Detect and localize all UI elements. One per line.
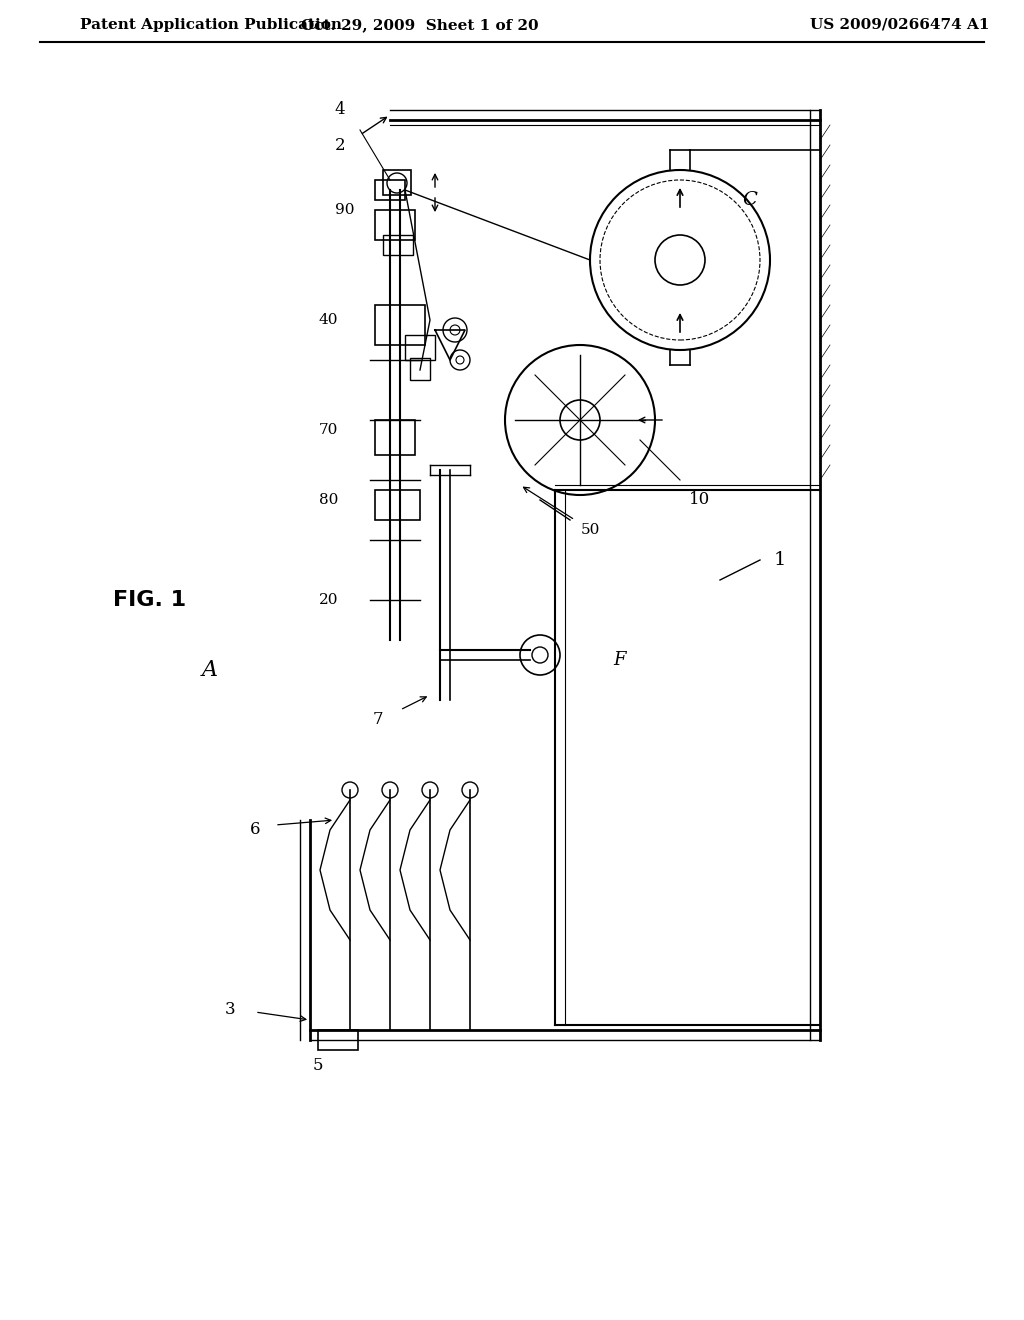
Text: 10: 10	[689, 491, 711, 508]
Text: Oct. 29, 2009  Sheet 1 of 20: Oct. 29, 2009 Sheet 1 of 20	[301, 18, 539, 32]
Text: 5: 5	[312, 1056, 324, 1073]
Bar	[375, 420, 415, 455]
Text: 7: 7	[373, 711, 383, 729]
Text: Patent Application Publication: Patent Application Publication	[80, 18, 342, 32]
Text: 70: 70	[318, 422, 338, 437]
Text: US 2009/0266474 A1: US 2009/0266474 A1	[810, 18, 990, 32]
Text: 40: 40	[318, 313, 338, 327]
Text: C: C	[742, 191, 758, 209]
Text: 6: 6	[250, 821, 260, 838]
Bar	[383, 170, 411, 195]
Text: 20: 20	[318, 593, 338, 607]
Bar	[318, 1030, 358, 1049]
Text: 1: 1	[774, 550, 786, 569]
Bar	[406, 335, 435, 360]
Bar	[375, 210, 415, 240]
Text: FIG. 1: FIG. 1	[114, 590, 186, 610]
Text: 2: 2	[335, 136, 345, 153]
Bar	[410, 358, 430, 380]
Text: 3: 3	[224, 1002, 236, 1019]
Bar	[375, 490, 420, 520]
Text: 90: 90	[336, 203, 355, 216]
Text: 50: 50	[581, 523, 600, 537]
Text: A: A	[202, 659, 218, 681]
Bar	[383, 235, 413, 255]
Bar	[375, 180, 406, 201]
Text: F: F	[613, 651, 627, 669]
Text: 80: 80	[318, 492, 338, 507]
Bar	[375, 305, 425, 345]
Text: 4: 4	[335, 102, 345, 119]
